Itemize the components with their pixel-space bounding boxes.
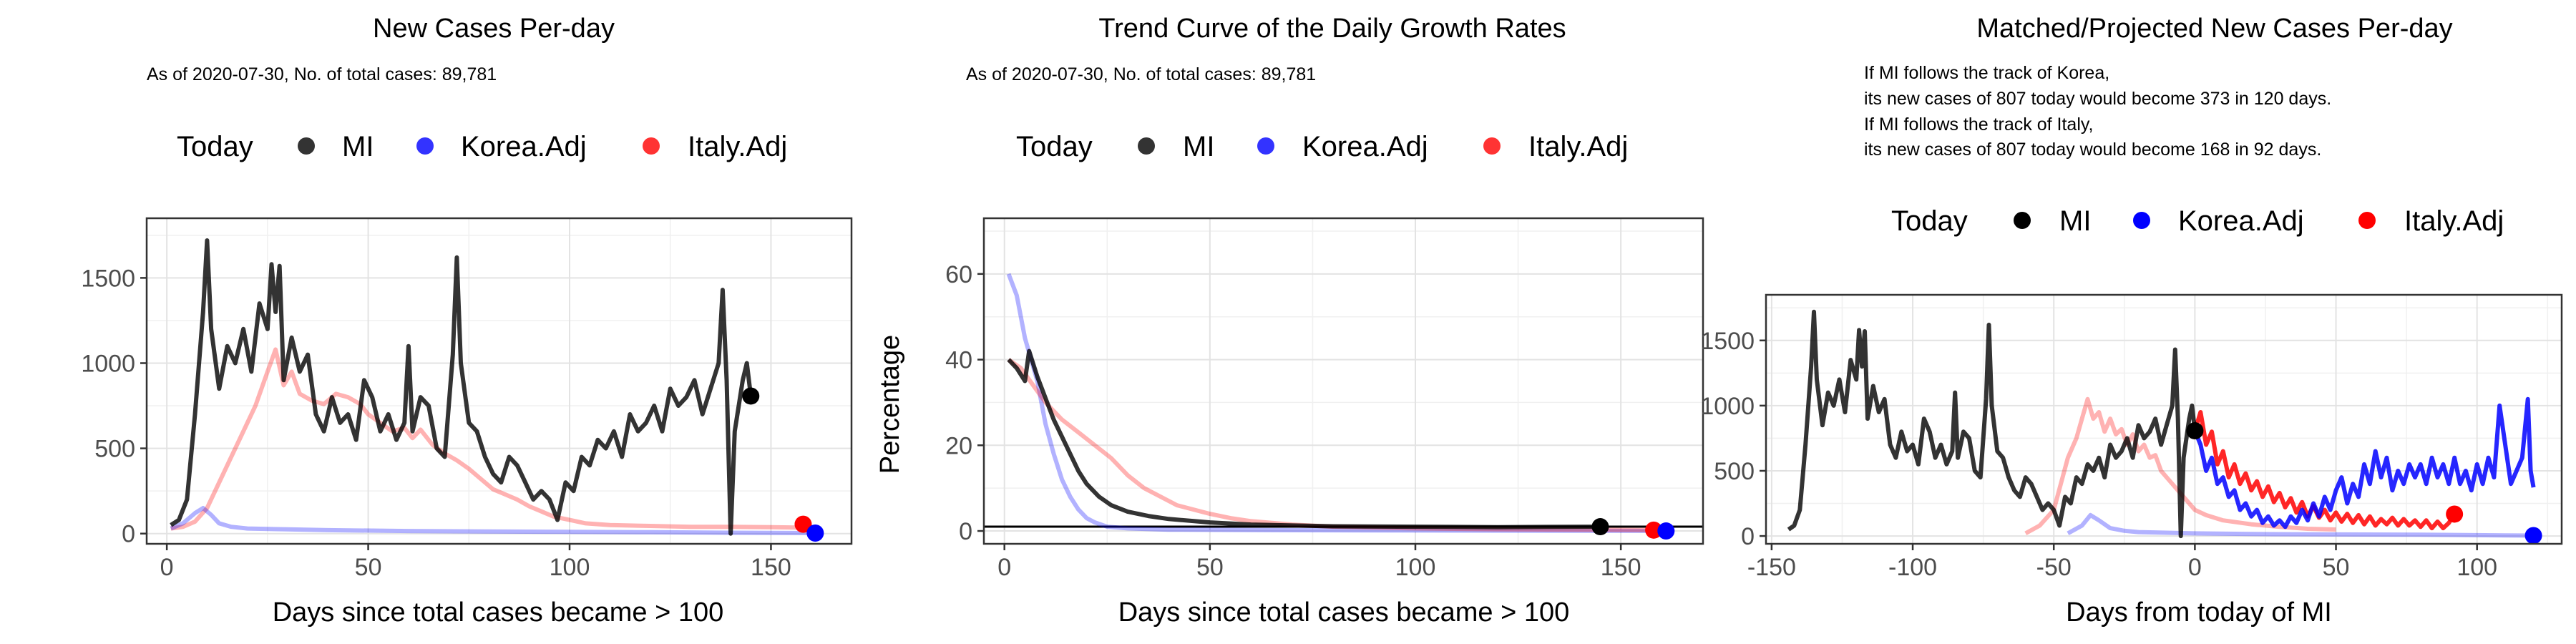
legend-label-mi: MI — [2059, 205, 2091, 237]
legend: Today MI Korea.Adj Italy.Adj — [177, 131, 787, 162]
today-point — [2186, 422, 2204, 440]
today-point — [2524, 527, 2542, 545]
today-point — [794, 515, 812, 533]
today-point — [742, 387, 760, 405]
plot-area: 0 50 100 150 0 20 40 60 — [945, 217, 1704, 581]
y-tick-label: 20 — [945, 432, 972, 459]
y-tick-label: 60 — [945, 261, 972, 288]
x-tick-label: 100 — [2457, 554, 2497, 581]
chart-title: Trend Curve of the Daily Growth Rates — [1098, 14, 1566, 44]
series-line — [2024, 396, 2336, 536]
series-line — [1007, 348, 1601, 530]
series-line — [2192, 410, 2457, 531]
panel-border — [982, 217, 1704, 545]
x-axis-label: Days from today of MI — [2066, 597, 2332, 628]
series-line — [2067, 512, 2534, 538]
x-tick-label: 0 — [160, 554, 174, 581]
legend-swatch-italy — [2358, 212, 2376, 229]
chart-title: New Cases Per-day — [373, 14, 615, 44]
panel-border — [145, 217, 853, 545]
x-tick-label: 0 — [997, 554, 1011, 581]
legend-label-korea: Korea.Adj — [1302, 131, 1428, 162]
chart-subtitle: As of 2020-07-30, No. of total cases: 89… — [966, 64, 1316, 84]
legend-swatch-italy — [1483, 137, 1501, 155]
legend-swatch-italy — [643, 137, 660, 155]
x-tick-label: 50 — [1196, 554, 1224, 581]
chart-subtitle-line: If MI follows the track of Italy, — [1864, 114, 2093, 135]
legend-label-mi: MI — [342, 131, 374, 162]
chart-subtitle: As of 2020-07-30, No. of total cases: 89… — [147, 64, 497, 84]
y-tick-label: 1000 — [81, 350, 135, 377]
legend: Today MI Korea.Adj Italy.Adj — [1016, 131, 1628, 162]
y-tick-label: 500 — [94, 436, 135, 463]
legend-swatch-mi — [2014, 212, 2031, 229]
y-tick-label: 40 — [945, 347, 972, 374]
series-line — [1787, 309, 2197, 539]
y-tick-label: 1000 — [1700, 393, 1755, 420]
x-tick-label: -150 — [1747, 554, 1796, 581]
series-line — [170, 238, 753, 536]
legend-swatch-korea — [1257, 137, 1274, 155]
legend-label-italy: Italy.Adj — [1528, 131, 1628, 162]
x-tick-label: -50 — [2036, 554, 2072, 581]
legend-swatch-korea — [416, 137, 434, 155]
x-tick-label: -100 — [1888, 554, 1937, 581]
y-tick-label: 0 — [122, 521, 135, 548]
x-tick-label: 50 — [355, 554, 382, 581]
legend-label-korea: Korea.Adj — [461, 131, 587, 162]
legend-swatch-korea — [2133, 212, 2150, 229]
y-tick-label: 0 — [1741, 523, 1755, 550]
chart-subtitle-line: If MI follows the track of Korea, — [1864, 63, 2109, 83]
x-tick-label: 100 — [550, 554, 590, 581]
x-tick-label: 100 — [1395, 554, 1436, 581]
y-tick-label: 1500 — [1700, 328, 1755, 355]
x-tick-label: 150 — [1601, 554, 1641, 581]
chart-subtitle-line: its new cases of 807 today would become … — [1864, 89, 2331, 109]
x-tick-label: 0 — [2188, 554, 2202, 581]
legend-label-mi: MI — [1183, 131, 1214, 162]
x-tick-label: 150 — [751, 554, 791, 581]
x-axis-label: Days since total cases became > 100 — [273, 597, 724, 628]
legend-label-italy: Italy.Adj — [2404, 205, 2504, 237]
panel-new-cases: New Cases Per-day As of 2020-07-30, No. … — [81, 14, 853, 628]
y-tick-label: 500 — [1714, 458, 1755, 485]
today-point — [1657, 522, 1675, 540]
legend-label-italy: Italy.Adj — [688, 131, 787, 162]
legend-label-korea: Korea.Adj — [2178, 205, 2304, 237]
legend-title: Today — [177, 131, 253, 162]
legend-swatch-mi — [1138, 137, 1155, 155]
today-point — [1591, 518, 1609, 536]
legend-swatch-mi — [298, 137, 315, 155]
panel-projected: Matched/Projected New Cases Per-day If M… — [1700, 14, 2563, 628]
series-line — [170, 347, 804, 531]
today-point — [1645, 521, 1663, 539]
legend-title: Today — [1016, 131, 1093, 162]
today-point — [806, 524, 824, 542]
y-tick-label: 0 — [959, 518, 972, 545]
y-tick-label: 1500 — [81, 265, 135, 292]
x-tick-label: 50 — [2323, 554, 2350, 581]
panel-growth-rates: Trend Curve of the Daily Growth Rates As… — [875, 14, 1704, 628]
x-axis-label: Days since total cases became > 100 — [1118, 597, 1570, 628]
panel-border — [1765, 293, 2563, 545]
today-point — [2446, 505, 2464, 523]
chart-subtitle-line: its new cases of 807 today would become … — [1864, 140, 2321, 160]
series-line — [2192, 396, 2536, 530]
chart-title: Matched/Projected New Cases Per-day — [1976, 14, 2452, 44]
y-axis-label: Percentage — [875, 335, 905, 474]
series-line — [170, 506, 816, 535]
legend-title: Today — [1891, 205, 1968, 237]
legend: Today MI Korea.Adj Italy.Adj — [1891, 205, 2504, 237]
